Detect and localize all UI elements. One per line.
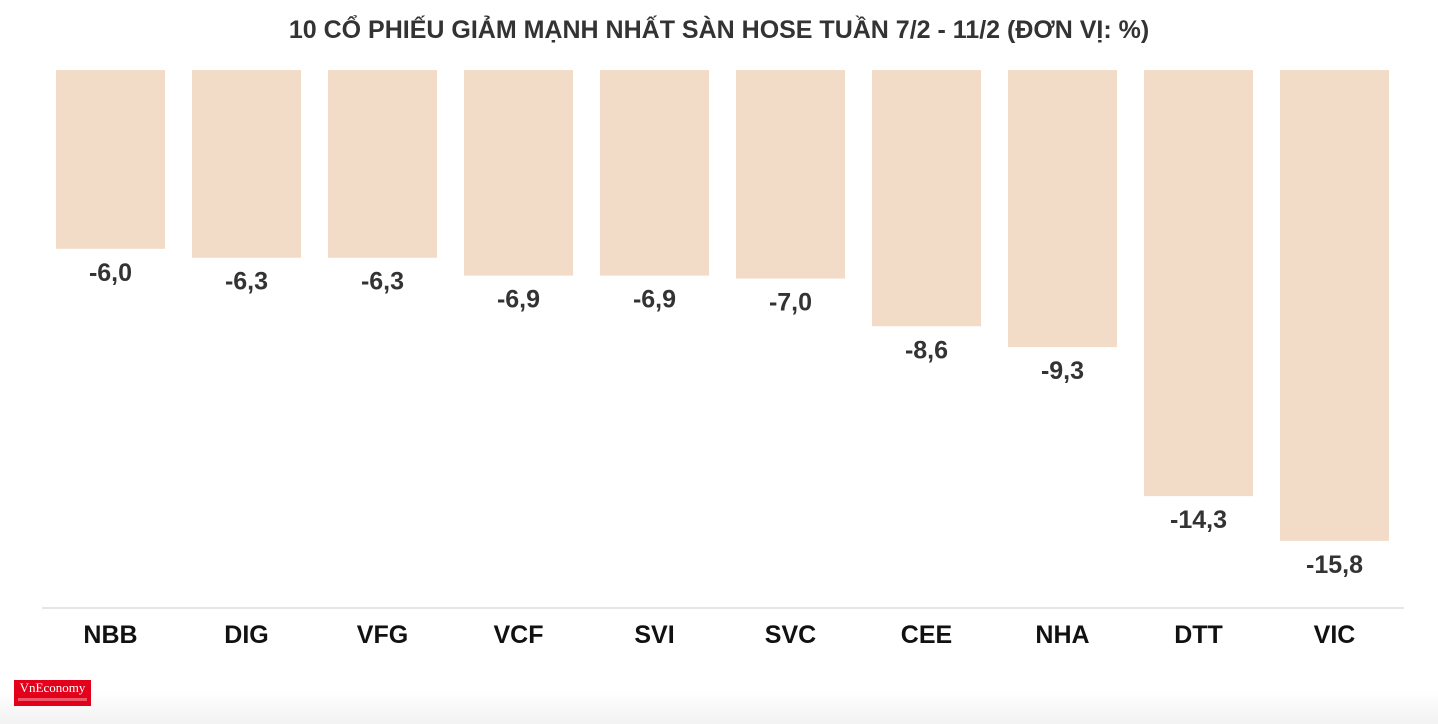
- bar-nbb: [56, 70, 165, 249]
- category-label-vcf: VCF: [494, 621, 544, 649]
- category-label-dtt: DTT: [1174, 621, 1223, 649]
- category-label-vic: VIC: [1314, 621, 1356, 649]
- bar-svc: [736, 70, 845, 279]
- bar-dig: [192, 70, 301, 258]
- logo-text: VnEconomy: [19, 680, 86, 695]
- value-label-vfg: -6,3: [361, 268, 404, 296]
- value-label-svi: -6,9: [633, 286, 676, 314]
- bar-vic: [1280, 70, 1389, 541]
- value-label-svc: -7,0: [769, 289, 812, 317]
- bar-vcf: [464, 70, 573, 276]
- bar-nha: [1008, 70, 1117, 348]
- value-labels-group: -6,0 -6,3 -6,3 -6,9 -6,9 -7,0 -8,6 -9,3 -14,3 -15…: [89, 259, 1363, 579]
- value-label-vic: -15,8: [1306, 551, 1363, 579]
- bar-svi: [600, 70, 709, 276]
- category-label-nbb: NBB: [83, 621, 137, 649]
- value-label-nbb: -6,0: [89, 259, 132, 287]
- category-label-cee: CEE: [901, 621, 952, 649]
- value-label-vcf: -6,9: [497, 286, 540, 314]
- value-label-dig: -6,3: [225, 268, 268, 296]
- bar-dtt: [1144, 70, 1253, 497]
- category-label-nha: NHA: [1035, 621, 1089, 649]
- logo-tagline-mark: [18, 698, 87, 701]
- value-label-cee: -8,6: [905, 336, 948, 364]
- footer-fade: [0, 690, 1438, 724]
- vneconomy-logo: VnEconomy: [14, 680, 91, 706]
- category-labels-group: NBB DIG VFG VCF SVI SVC CEE NHA DTT VIC: [83, 621, 1355, 649]
- category-label-dig: DIG: [224, 621, 268, 649]
- bars-group: [56, 70, 1389, 541]
- category-label-svi: SVI: [634, 621, 674, 649]
- category-label-svc: SVC: [765, 621, 816, 649]
- value-label-dtt: -14,3: [1170, 506, 1227, 534]
- category-label-vfg: VFG: [357, 621, 408, 649]
- bar-cee: [872, 70, 981, 327]
- value-label-nha: -9,3: [1041, 357, 1084, 385]
- bar-vfg: [328, 70, 437, 258]
- chart-title: 10 CỔ PHIẾU GIẢM MẠNH NHẤT SÀN HOSE TUẦN…: [289, 14, 1149, 44]
